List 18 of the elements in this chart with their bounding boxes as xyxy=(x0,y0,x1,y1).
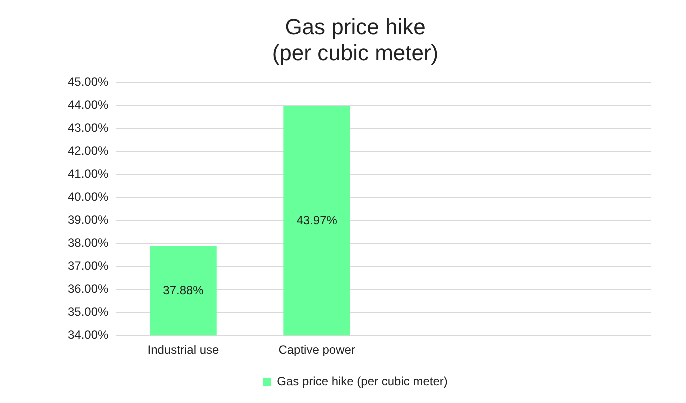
y-tick-label: 34.00% xyxy=(68,328,110,342)
y-tick-label: 43.00% xyxy=(68,121,110,136)
y-tick-label: 37.00% xyxy=(68,258,110,273)
y-tick-label: 45.00% xyxy=(68,75,110,90)
text: 37.88% xyxy=(163,283,204,298)
legend-label: Gas price hike (per cubic meter) xyxy=(277,374,448,388)
x-tick-label: Industrial use xyxy=(148,343,220,358)
y-tick-label: 42.00% xyxy=(68,144,110,158)
y-tick-label: 35.00% xyxy=(68,304,110,319)
y-tick-label: 36.00% xyxy=(68,282,110,296)
x-tick-label: Captive power xyxy=(278,343,356,358)
y-tick-label: 38.00% xyxy=(68,236,110,250)
y-tick-label: 40.00% xyxy=(68,190,110,204)
chart-title: Gas price hike (per cubic meter) xyxy=(272,14,439,66)
text: 43.97% xyxy=(296,213,338,228)
y-tick-label: 41.00% xyxy=(68,167,110,182)
y-tick-label: 39.00% xyxy=(68,213,110,228)
y-tick-label: 44.00% xyxy=(68,98,110,112)
